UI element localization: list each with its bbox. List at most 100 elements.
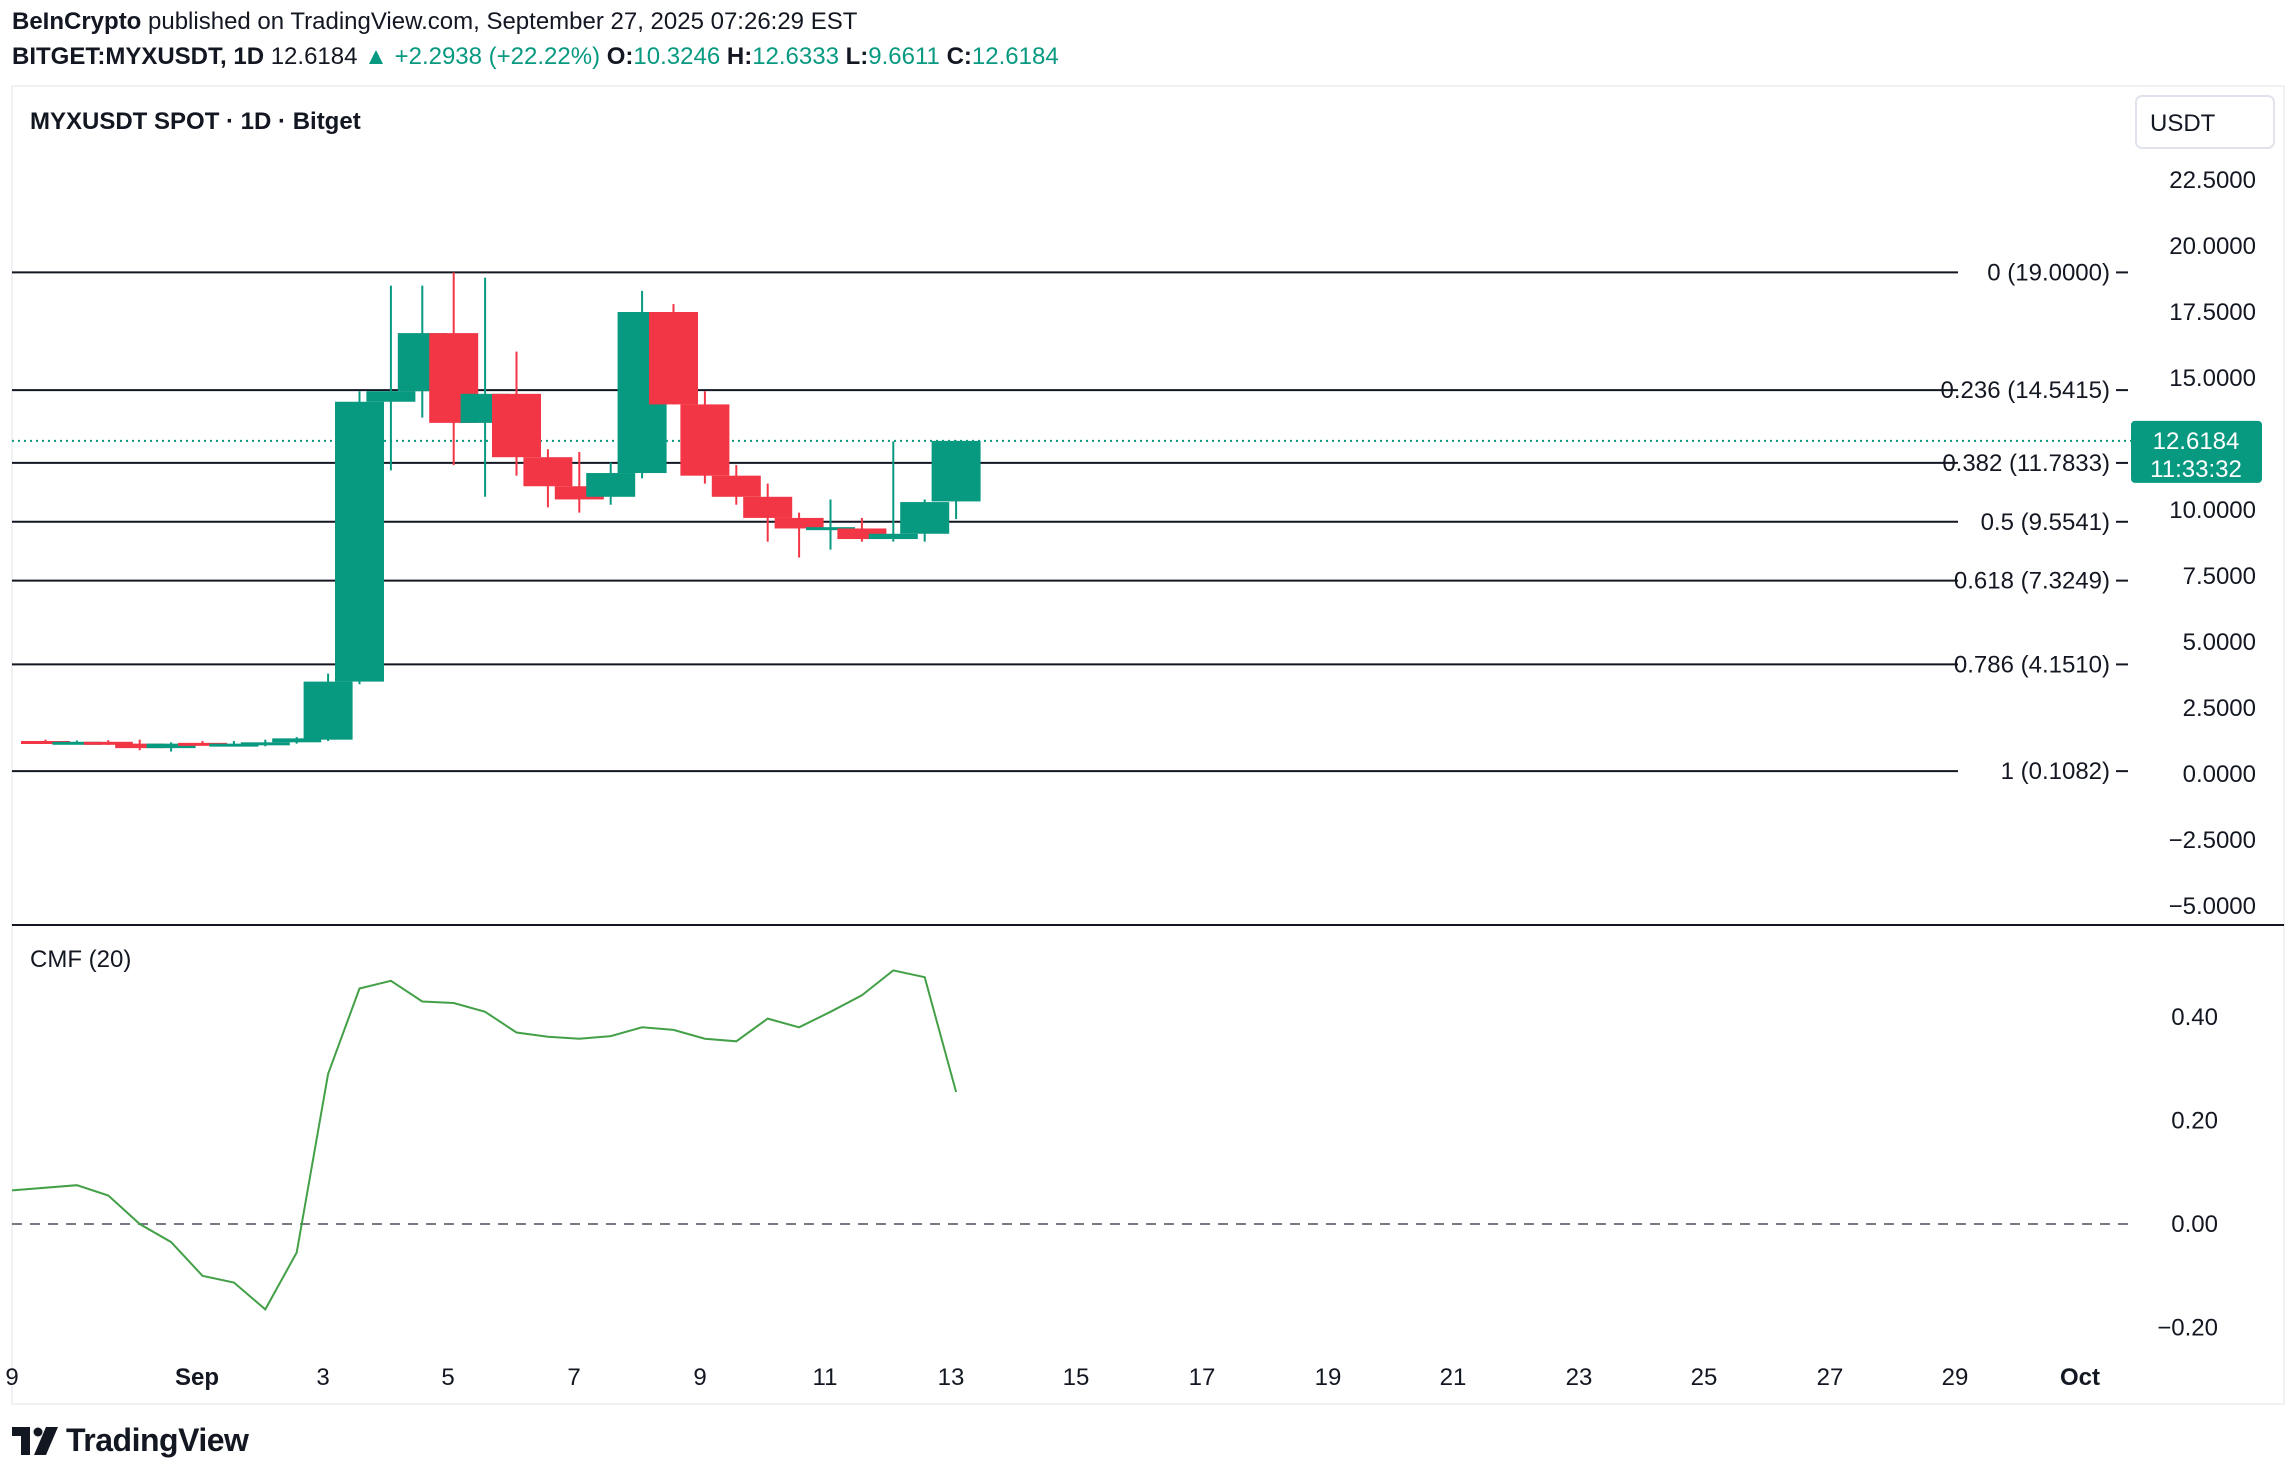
price-axis[interactable]: 22.500020.000017.500015.000012.500010.00… — [2169, 167, 2256, 920]
tradingview-footer[interactable]: TradingView — [12, 1422, 249, 1459]
candle-body — [146, 743, 196, 749]
time-tick-label: 5 — [441, 1364, 454, 1391]
candle-body — [900, 502, 950, 534]
candle-body — [272, 738, 322, 743]
currency-button-frame[interactable] — [2135, 95, 2275, 149]
price-tick-label: −5.0000 — [2169, 893, 2256, 920]
fib-label-2: 0.382 (11.7833) — [1942, 450, 2110, 477]
cmf-tick-label: 0.00 — [2171, 1211, 2218, 1238]
time-tick-label: 7 — [567, 1364, 580, 1391]
pane-title: MYXUSDT SPOT · 1D · Bitget — [30, 108, 361, 135]
time-tick-label: 9 — [5, 1364, 18, 1391]
candle-body — [868, 533, 918, 540]
close-value: 12.6184 — [971, 43, 1059, 70]
indicator-title: CMF (20) — [30, 946, 131, 973]
candle-body — [303, 681, 353, 740]
candle — [900, 499, 950, 542]
time-tick-label: 9 — [693, 1364, 706, 1391]
candle — [209, 741, 259, 747]
currency-button[interactable]: USDT — [2135, 95, 2275, 149]
time-tick-label: 29 — [1942, 1364, 1969, 1391]
price-change: +2.2938 (+22.22%) — [394, 43, 601, 70]
candle-body — [806, 527, 855, 531]
candle-body — [586, 473, 636, 497]
currency-button-label[interactable]: USDT — [2150, 110, 2216, 137]
candle — [523, 449, 573, 508]
last-price: 12.6184 — [270, 43, 358, 70]
time-tick-label: 23 — [1566, 1364, 1593, 1391]
candle — [649, 304, 698, 405]
publisher-name[interactable]: BeInCrypto — [12, 8, 142, 35]
candle — [711, 465, 761, 505]
symbol-label: BITGET:MYXUSDT, 1D — [12, 43, 265, 70]
high-label: H: — [726, 43, 753, 70]
price-tick-label: −2.5000 — [2169, 827, 2256, 854]
candle-body — [209, 743, 259, 747]
time-tick-label: 27 — [1817, 1364, 1844, 1391]
published-text: published on TradingView.com, September … — [148, 8, 858, 35]
candle — [146, 742, 196, 752]
candle — [21, 739, 70, 744]
candle-body — [115, 743, 165, 749]
candle — [115, 739, 165, 751]
price-tick-label: 15.0000 — [2169, 365, 2256, 392]
candle-body — [649, 312, 698, 405]
tradingview-logo-icon — [12, 1426, 58, 1455]
candle-body — [83, 741, 133, 745]
price-tick-label: 17.5000 — [2169, 299, 2256, 326]
candle-body — [178, 742, 227, 746]
candle — [303, 673, 353, 741]
cmf-tick-label: 0.40 — [2171, 1004, 2218, 1031]
time-tick-label: 17 — [1189, 1364, 1216, 1391]
price-tick-label: 22.5000 — [2169, 167, 2256, 194]
candle-body — [837, 528, 887, 540]
candle-body — [680, 404, 730, 476]
candle-body — [523, 457, 573, 487]
fib-label-4: 0.618 (7.3249) — [1954, 568, 2110, 595]
price-tick-label: 10.0000 — [2169, 497, 2256, 524]
candle — [492, 351, 541, 476]
candle-body — [21, 741, 70, 744]
price-tick-label: 5.0000 — [2183, 629, 2256, 656]
cmf-axis[interactable]: 0.40 0.20 0.00 −0.20 — [2157, 1004, 2218, 1342]
candle — [429, 272, 479, 466]
time-axis[interactable]: 9 Sep 3 5 7 9 11 13 15 17 19 21 23 25 27 29 Oct — [5, 1364, 2100, 1391]
time-tick-label: Oct — [2060, 1364, 2100, 1391]
candle — [272, 737, 322, 744]
price-tick-label: 7.5000 — [2183, 563, 2256, 590]
price-badge-countdown: 11:33:32 — [2150, 456, 2242, 483]
candle-body — [743, 496, 793, 518]
price-tick-label: 0.0000 — [2183, 761, 2256, 788]
cmf-line — [11, 969, 958, 1311]
candle — [83, 740, 133, 745]
candle — [774, 512, 824, 558]
price-badge-price: 12.6184 — [2153, 428, 2240, 455]
fib-label-6: 1 (0.1082) — [2001, 758, 2110, 785]
time-tick-label: 25 — [1691, 1364, 1718, 1391]
time-tick-label: 19 — [1315, 1364, 1342, 1391]
candle — [806, 499, 855, 550]
time-tick-label: Sep — [175, 1364, 219, 1391]
time-tick-label: 13 — [938, 1364, 965, 1391]
cmf-tick-label: 0.20 — [2171, 1108, 2218, 1135]
candle — [178, 741, 227, 746]
candle — [52, 740, 102, 745]
open-label: O: — [606, 43, 634, 70]
time-tick-label: 11 — [813, 1364, 838, 1391]
chart-frame — [11, 85, 2285, 1405]
candle-body — [492, 393, 541, 458]
candle — [680, 391, 730, 484]
candle-body — [335, 401, 384, 682]
price-badge-bg — [2131, 420, 2262, 483]
candle — [366, 285, 416, 471]
open-value: 10.3246 — [633, 43, 721, 70]
close-label: C: — [946, 43, 972, 70]
candle — [743, 483, 793, 542]
price-badge: 12.6184 11:33:32 — [2131, 420, 2262, 483]
candle — [240, 739, 290, 747]
low-label: L: — [845, 43, 869, 70]
candle — [931, 440, 981, 519]
publish-line: BeInCrypto published on TradingView.com,… — [12, 8, 857, 36]
high-value: 12.6333 — [752, 43, 839, 70]
